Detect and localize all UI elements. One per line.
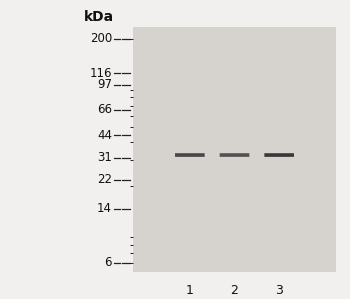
- Text: 1: 1: [186, 284, 194, 297]
- Text: 6: 6: [105, 257, 112, 269]
- Text: 31: 31: [97, 151, 112, 164]
- FancyBboxPatch shape: [264, 153, 294, 157]
- Text: 2: 2: [231, 284, 238, 297]
- Text: 97: 97: [97, 78, 112, 91]
- Text: kDa: kDa: [84, 10, 114, 24]
- Text: 14: 14: [97, 202, 112, 215]
- FancyBboxPatch shape: [220, 153, 249, 157]
- FancyBboxPatch shape: [175, 153, 205, 157]
- Text: 66: 66: [97, 103, 112, 116]
- Text: 22: 22: [97, 173, 112, 186]
- Text: 44: 44: [97, 129, 112, 142]
- Text: 116: 116: [90, 67, 112, 80]
- Text: 3: 3: [275, 284, 283, 297]
- Text: 200: 200: [90, 32, 112, 45]
